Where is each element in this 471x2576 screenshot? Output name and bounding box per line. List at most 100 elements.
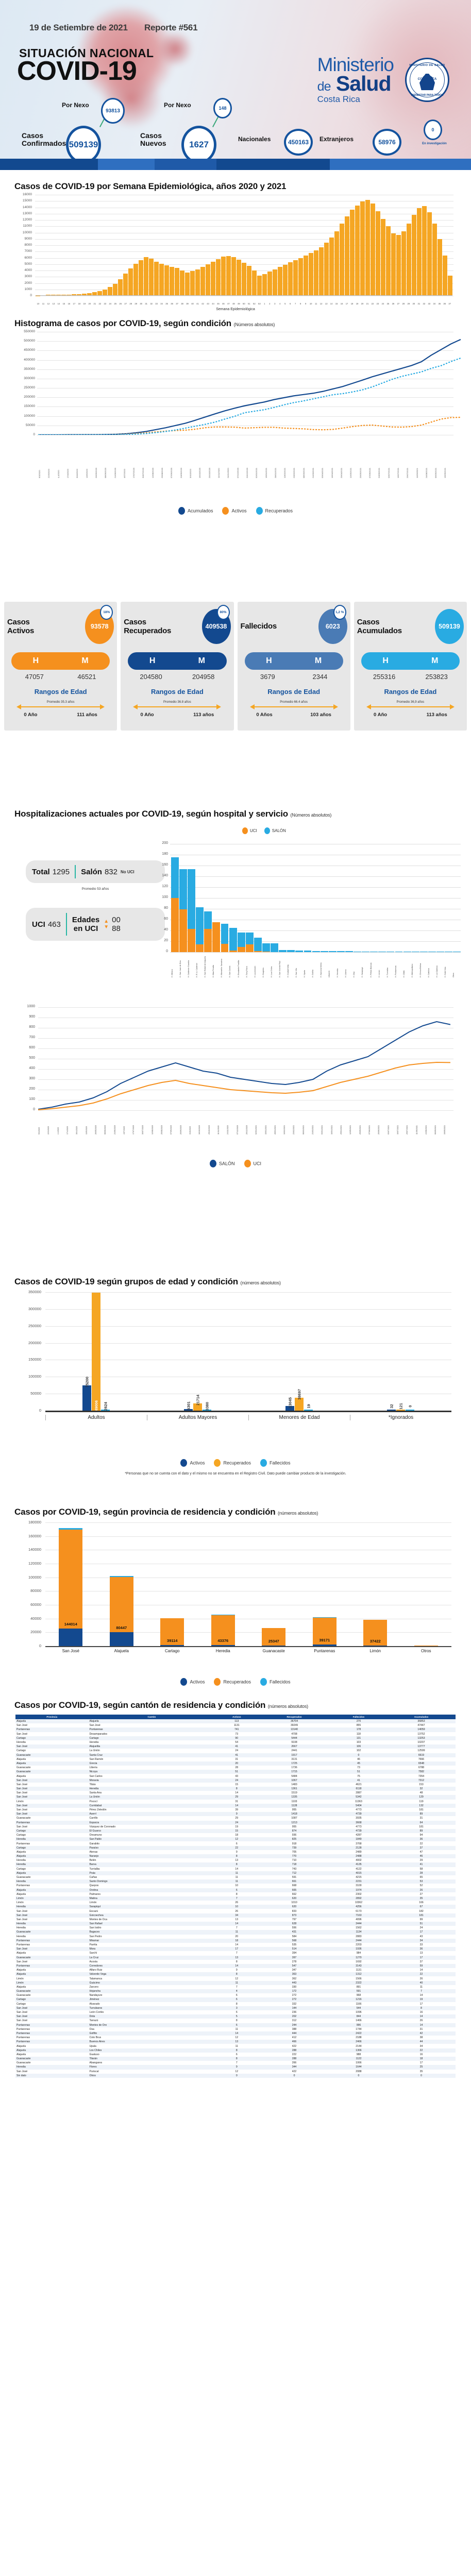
table-cell: San José [15, 2006, 89, 2010]
x-tick: 14 [330, 302, 333, 305]
kpi-percent: 80% [216, 605, 230, 620]
table-cell: San José [15, 1782, 89, 1787]
legend-label: Activos [231, 508, 247, 514]
table-cell: 102 [330, 1749, 387, 1753]
table-cell: 874 [258, 1828, 330, 1834]
x-tick: 40 [191, 302, 194, 305]
table-row: Heredia San Rafael 14 628 3444 51 [15, 1922, 456, 1926]
x-tick: Limón [369, 1649, 381, 1653]
bar-value-label: 21714 [195, 1394, 200, 1405]
table-row: Alajuela Alajuela 113 36704 270 36853 [15, 1719, 456, 1724]
y-axis-tick: 200 [29, 1087, 35, 1091]
table-cell: San Rafael [88, 1922, 215, 1926]
x-tick: 20 [361, 302, 364, 305]
table-cell: 182 [386, 1909, 456, 1913]
table-row: Alajuela Guatuso 6 222 988 16 [15, 2052, 456, 2057]
table-cell: 18 [215, 1938, 259, 1943]
x-tick: H. Clínica Bíblica [419, 963, 422, 977]
table-cell: Puntarenas [15, 1884, 89, 1888]
gridline [170, 887, 461, 888]
table-cell: 13 [215, 2040, 259, 2044]
x-tick: 31 [145, 302, 147, 305]
ministry-seal-icon: MINISTERIO DE SALUD COSTA RICA BIENESTAR… [405, 58, 449, 102]
table-row: Alajuela Upala 11 422 2144 34 [15, 2044, 456, 2048]
x-tick: 33 [428, 302, 431, 305]
bar-group: 5301 21714 3380 [147, 1292, 248, 1411]
seal-mid-text: COSTA RICA [417, 78, 437, 81]
bar-recuperados: 38697 [295, 1389, 304, 1411]
y-axis-tick: 300 [29, 1077, 35, 1080]
x-tick: *Ignorados [350, 1415, 451, 1420]
legend-swatch-icon [180, 1678, 188, 1686]
x-tick: 45 [217, 302, 220, 305]
ministry-line1: Ministerio [317, 54, 394, 75]
table-row: San José Desamparados 73 4708 118 13752 [15, 1732, 456, 1736]
table-cell: 90 [215, 1736, 259, 1740]
table-cell: 6 [215, 1997, 259, 2002]
table-cell: 2422 [330, 2031, 387, 2036]
table-cell: Coto Brus [88, 2036, 215, 2040]
table-cell: 19 [386, 1997, 456, 2002]
canton-table: Provincia Cantón Activos Recuperados Falleci… [15, 1715, 456, 2078]
table-cell: 272 [258, 1993, 330, 1998]
x-tick: 03/07/2021 [387, 1125, 390, 1134]
gender-m-value: 204958 [192, 673, 215, 681]
report-number: Reporte #561 [144, 23, 198, 32]
kpi-card-fallecidos: Fallecidos 6023 1,2 % H M 3679 2344 Rang… [237, 602, 350, 731]
x-tick: H. San Carlos [229, 965, 231, 977]
table-cell: 7 [215, 1926, 259, 1930]
bar [139, 260, 144, 296]
x-tick: 22/3/2020 [47, 1126, 50, 1134]
table-cell: Heredia [15, 1862, 89, 1867]
table-row: Puntarenas Miramar 18 568 2444 34 [15, 1938, 456, 1943]
x-tick: 24/08/2021 [425, 1125, 427, 1134]
stat-value-investigacion: 0 [424, 120, 442, 140]
x-tick: 33 [155, 302, 158, 305]
table-cell: 394 [258, 1951, 330, 1956]
table-cell: Miramar [88, 1938, 215, 1943]
x-tick: 13 [52, 302, 55, 305]
gender-m-label: M [198, 656, 205, 665]
line-series [38, 338, 461, 435]
table-cell: 2088 [330, 2069, 387, 2074]
bar-activos: 13045 [285, 1398, 294, 1411]
table-row: Puntarenas Puntarenas 741 13140 178 14059 [15, 1727, 456, 1732]
bar-salon [328, 951, 337, 952]
bar-stack [245, 933, 254, 952]
bar [164, 265, 170, 296]
x-tick: 12 [319, 302, 323, 305]
bar-value-label: 25347 [268, 1638, 279, 1643]
header-stats: Casos Confirmados 509139 Por Nexo 93813 … [0, 98, 471, 164]
x-tick: 46 [222, 302, 225, 305]
table-cell: 1725 [258, 1761, 330, 1766]
line-activos [38, 416, 461, 435]
table-cell: Alajuela [15, 1951, 89, 1956]
table-cell: 741 [215, 1727, 259, 1732]
table-cell: 10362 [330, 1901, 387, 1905]
bar-stack [237, 933, 245, 952]
y-axis-tick: 200 [162, 841, 168, 845]
table-row: Cartago Paraíso 22 739 2128 37 [15, 1845, 456, 1850]
table-cell: Cartago [15, 1845, 89, 1850]
table-row: Guanacaste Liberia 28 1736 73 6788 [15, 1766, 456, 1770]
table-row: San José Pérez Zeledón 39 955 4773 181 [15, 1807, 456, 1812]
table-cell: San José [15, 1917, 89, 1922]
table-cell: Garabito [88, 1841, 215, 1846]
gender-pill: H M [128, 652, 227, 670]
y-axis-tick: 600 [29, 1046, 35, 1049]
table-cell: 35 [386, 2069, 456, 2074]
bar-activos [312, 1645, 337, 1646]
table-cell: 388 [258, 2027, 330, 2031]
table-cell: Alvarado [88, 2002, 215, 2006]
table-cell: 38 [386, 2036, 456, 2040]
table-header-cell: Fallecidos [330, 1715, 387, 1719]
salon-value: 832 [104, 867, 117, 876]
table-cell: 2144 [330, 2044, 387, 2048]
total-value: 1295 [52, 867, 70, 876]
table-cell: San José [15, 1795, 89, 1800]
table-cell: 48 [386, 1791, 456, 1795]
gender-m-label: M [81, 656, 89, 665]
table-cell: 13 [215, 1955, 259, 1960]
gender-m-value: 2344 [312, 673, 328, 681]
table-cell: Alajuela [15, 1757, 89, 1761]
